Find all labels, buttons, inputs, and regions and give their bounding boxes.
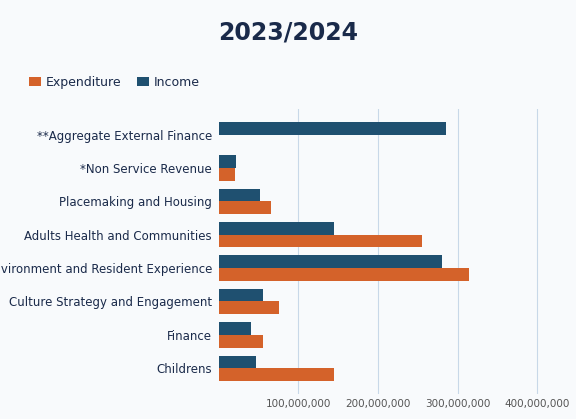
Bar: [219, 289, 263, 301]
Bar: [219, 235, 422, 247]
Bar: [219, 168, 235, 181]
Bar: [219, 368, 334, 381]
Bar: [219, 335, 263, 347]
Bar: [219, 202, 271, 214]
Bar: [219, 155, 236, 168]
Bar: [219, 222, 334, 235]
Bar: [219, 322, 251, 335]
Bar: [219, 189, 260, 202]
Legend: Expenditure, Income: Expenditure, Income: [24, 71, 205, 94]
Bar: [219, 268, 469, 281]
Text: 2023/2024: 2023/2024: [218, 21, 358, 45]
Bar: [219, 256, 442, 268]
Bar: [219, 122, 446, 134]
Bar: [219, 356, 256, 368]
Bar: [219, 301, 279, 314]
